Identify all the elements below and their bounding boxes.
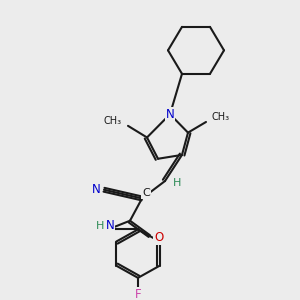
Text: N: N xyxy=(166,108,174,121)
Text: N: N xyxy=(92,183,100,196)
Text: CH₃: CH₃ xyxy=(104,116,122,126)
Text: N: N xyxy=(106,219,114,232)
Text: C: C xyxy=(142,188,150,198)
Text: O: O xyxy=(154,231,164,244)
Text: H: H xyxy=(96,220,104,231)
Text: CH₃: CH₃ xyxy=(212,112,230,122)
Text: F: F xyxy=(135,288,141,300)
Text: H: H xyxy=(173,178,181,188)
